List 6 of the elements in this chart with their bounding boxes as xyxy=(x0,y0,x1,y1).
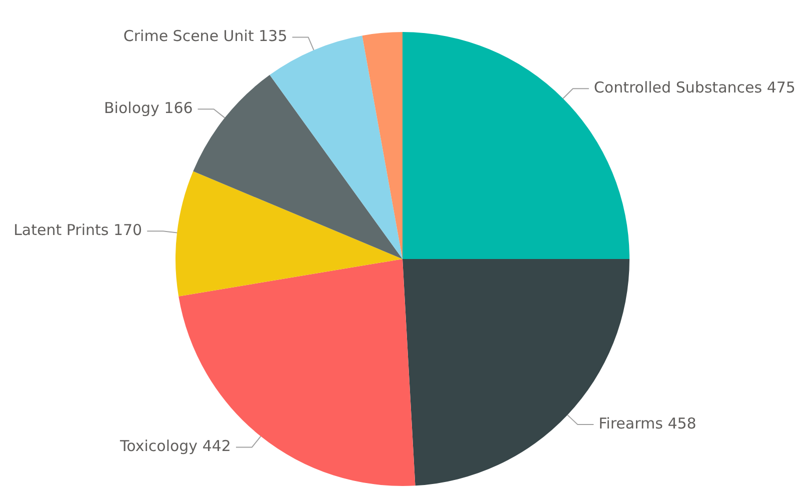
slice-label: Controlled Substances 475 xyxy=(594,78,796,96)
slice-label: Biology 166 xyxy=(104,98,193,117)
slice-label: Crime Scene Unit 135 xyxy=(123,27,288,46)
slice-label: Latent Prints 170 xyxy=(14,221,142,240)
slice-label: Toxicology 442 xyxy=(119,437,231,456)
slice-label: Firearms 458 xyxy=(598,414,696,432)
